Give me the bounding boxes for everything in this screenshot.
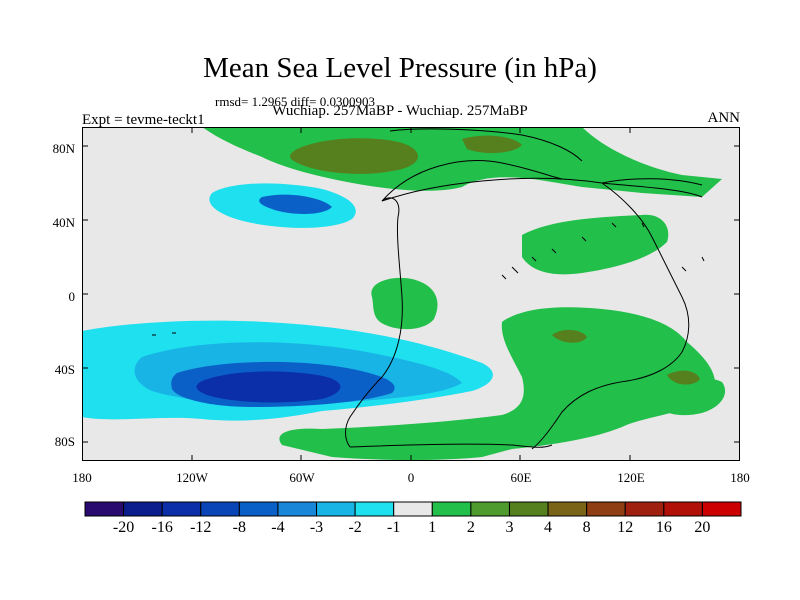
colorbar-swatch [84, 501, 125, 517]
colorbar-label: 4 [544, 519, 553, 536]
colorbar-swatch [470, 501, 510, 517]
colorbar-swatch [354, 501, 395, 517]
plot-title: Mean Sea Level Pressure (in hPa) [203, 52, 597, 84]
colorbar-label: -8 [232, 519, 246, 536]
positive-anomaly-equatorial [371, 277, 438, 330]
coastline-ne [601, 178, 703, 186]
colorbar-label: 2 [466, 519, 475, 536]
colorbar-label: 12 [617, 519, 634, 536]
positive-anomaly-north-core [462, 135, 522, 154]
island-fragments [152, 222, 705, 336]
colorbar-swatch [431, 501, 472, 517]
colorbar-label: -16 [151, 519, 173, 536]
colorbar-swatch [316, 501, 356, 517]
colorbar-swatch [586, 501, 626, 517]
colorbar-swatch [161, 501, 202, 517]
positive-anomaly-south [279, 307, 716, 460]
colorbar-label: -12 [190, 519, 212, 536]
coastlines [152, 128, 705, 450]
pressure-difference-map [82, 127, 740, 461]
colorbar-label: -20 [112, 519, 135, 536]
coastline-arctic [389, 128, 583, 162]
colorbar-swatch [547, 501, 588, 517]
colorbar-swatch [238, 501, 279, 517]
colorbar-label: 3 [505, 519, 514, 536]
coastline-south [349, 443, 553, 448]
lon-tick-label: 120W [176, 470, 208, 485]
rmsd-diff-stats: rmsd= 1.2965 diff= 0.0300903 [215, 94, 375, 109]
coastline-east [381, 177, 703, 450]
coastline-west [345, 197, 403, 448]
negative-anomaly-north-core [259, 194, 332, 214]
positive-anomaly-core [552, 329, 587, 343]
coastline-north [381, 160, 563, 202]
colorbar-label: -2 [348, 519, 362, 536]
positive-anomaly-core [667, 370, 700, 385]
negative-anomaly-south-core [196, 371, 341, 403]
lat-tick-label: 80S [54, 434, 75, 449]
lon-tick-label: 0 [407, 470, 415, 485]
positive-anomaly-east-pacific [642, 376, 726, 416]
experiment-subtitle: Wuchiap. 257MaBP - Wuchiap. 257MaBP [272, 103, 528, 119]
colorbar-swatch [123, 501, 163, 517]
colorbar [84, 501, 742, 517]
colorbar-swatch [508, 501, 549, 517]
colorbar-label: -3 [309, 519, 324, 536]
positive-anomaly-north-core [290, 138, 419, 174]
colorbar-label: 1 [428, 519, 437, 536]
colorbar-swatch [663, 501, 703, 517]
lon-tick-label: 180 [72, 470, 92, 485]
lon-tick-label: 60E [510, 470, 532, 485]
season-label: ANN [707, 110, 741, 126]
colorbar-swatch [200, 501, 240, 517]
lat-tick-label: 0 [68, 289, 76, 304]
colorbar-label: 16 [655, 519, 672, 536]
lat-tick-label: 80N [52, 141, 75, 156]
lat-tick-label: 40N [52, 215, 75, 230]
colorbar-swatch [277, 501, 318, 517]
lon-tick-label: 180 [730, 470, 750, 485]
colorbar-swatch [393, 501, 433, 517]
tick-marks [82, 127, 740, 461]
experiment-label: Expt = tevme-teckt1 [82, 112, 205, 128]
colorbar-label: -4 [271, 519, 285, 536]
lat-tick-label: 40S [54, 362, 75, 377]
colorbar-swatch [624, 501, 665, 517]
colorbar-swatch [701, 501, 742, 517]
colorbar-label: 8 [582, 519, 591, 536]
lon-tick-label: 60W [289, 470, 315, 485]
positive-anomaly-asia [522, 214, 669, 275]
colorbar-label: 20 [694, 519, 711, 536]
lon-tick-label: 120E [617, 470, 645, 485]
colorbar-label: -1 [387, 519, 401, 536]
